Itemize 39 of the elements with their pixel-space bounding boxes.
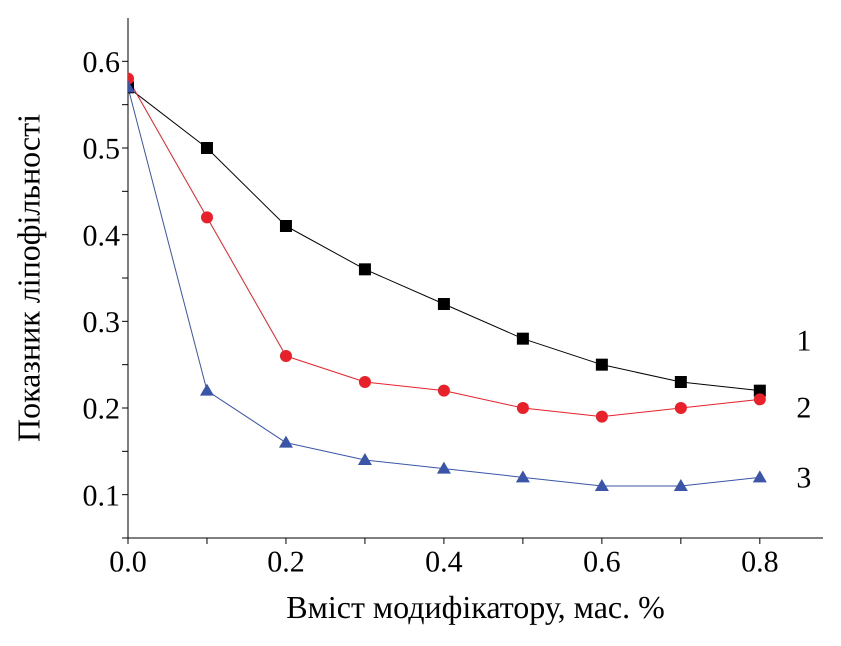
point — [674, 479, 688, 491]
x-tick-label: 0.2 — [267, 545, 305, 578]
point — [516, 332, 529, 345]
y-tick-label: 0.3 — [82, 306, 120, 339]
point — [200, 142, 213, 154]
point — [280, 350, 292, 362]
x-tick-label: 0.0 — [109, 545, 147, 578]
x-tick-label: 0.8 — [741, 545, 779, 578]
point — [438, 384, 450, 397]
series-label: 1 — [796, 324, 812, 358]
point — [754, 393, 766, 406]
point — [596, 358, 608, 371]
point — [358, 376, 371, 388]
series-label: 2 — [796, 391, 812, 424]
point — [438, 298, 450, 310]
x-tick-label: 0.6 — [583, 545, 621, 578]
point — [358, 453, 372, 465]
y-tick-label: 0.6 — [82, 46, 120, 79]
y-axis-title: Показник ліпофільності — [10, 114, 46, 442]
series-label: 3 — [796, 461, 812, 494]
point — [674, 402, 687, 414]
y-tick-label: 0.2 — [82, 392, 120, 426]
point — [752, 470, 767, 482]
point — [594, 479, 609, 491]
point — [280, 220, 292, 232]
point — [674, 376, 687, 388]
x-tick-label: 0.4 — [425, 545, 463, 578]
point — [596, 410, 608, 423]
point — [200, 211, 213, 224]
y-tick-label: 0.4 — [82, 219, 120, 252]
y-tick-label: 0.5 — [82, 132, 120, 166]
point — [278, 436, 293, 448]
point — [436, 462, 451, 474]
point — [358, 263, 371, 276]
point — [516, 402, 529, 414]
point — [200, 384, 214, 396]
x-axis-title: Вміст модифікатору, мас. % — [286, 589, 665, 625]
y-tick-label: 0.1 — [82, 479, 120, 512]
point — [516, 470, 530, 482]
